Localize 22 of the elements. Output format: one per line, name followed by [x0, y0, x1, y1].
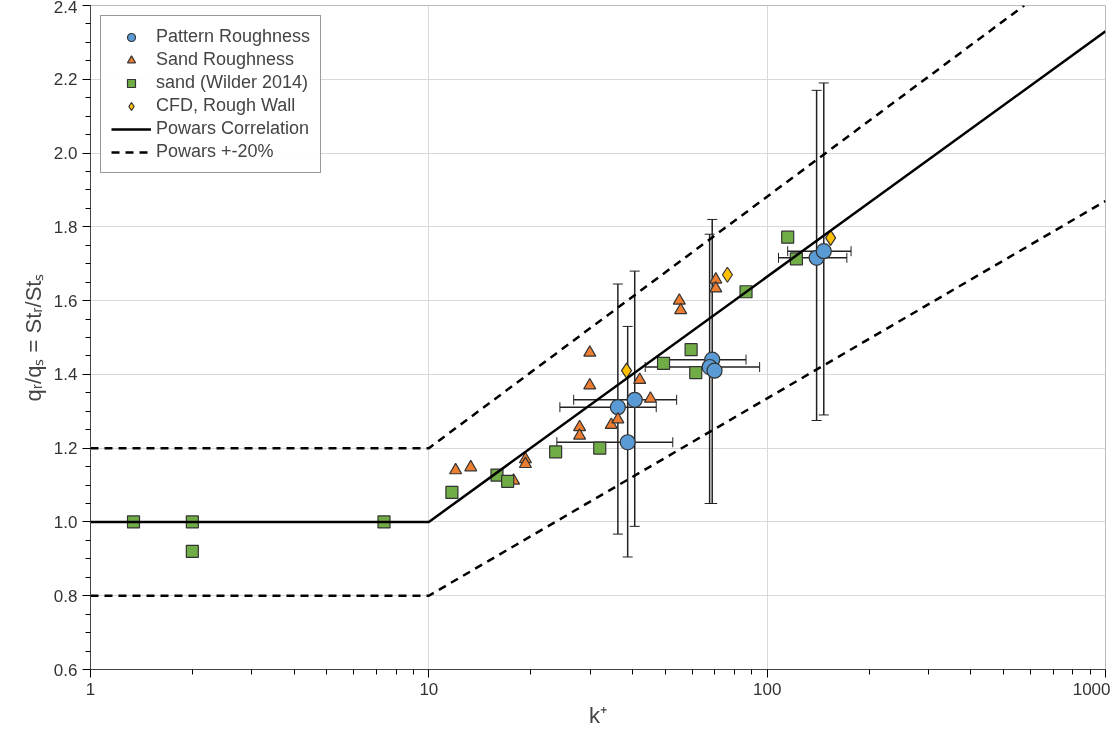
- legend-label: CFD, Rough Wall: [156, 95, 296, 116]
- y-tick-label: 1.2: [53, 439, 78, 459]
- y-tick-label: 2.4: [53, 0, 78, 17]
- x-tick-label: 10: [419, 679, 439, 699]
- y-tick-label: 2.2: [53, 70, 78, 90]
- legend-label: Pattern Roughness: [156, 26, 311, 47]
- legend-label: Sand Roughness: [156, 49, 295, 70]
- y-axis-title: qᵣ/qₛ = Stᵣ/Stₛ: [20, 273, 46, 402]
- y-tick-label: 1.8: [53, 217, 78, 237]
- y-tick-label: 0.8: [53, 586, 78, 606]
- legend-label: sand (Wilder 2014): [156, 72, 309, 93]
- legend-label: Powars Correlation: [156, 118, 310, 139]
- x-tick-label: 1: [85, 679, 96, 699]
- x-tick-label: 100: [752, 679, 782, 699]
- legend-label: Powars +-20%: [156, 141, 274, 162]
- y-tick-label: 2.0: [53, 144, 78, 164]
- x-tick-label: 1000: [1072, 679, 1111, 699]
- y-tick-label: 1.6: [53, 291, 78, 311]
- y-tick-label: 1.4: [53, 365, 78, 385]
- x-axis-title: k⁺: [589, 702, 607, 728]
- y-tick-label: 1.0: [53, 512, 78, 532]
- y-tick-label: 0.6: [53, 660, 78, 680]
